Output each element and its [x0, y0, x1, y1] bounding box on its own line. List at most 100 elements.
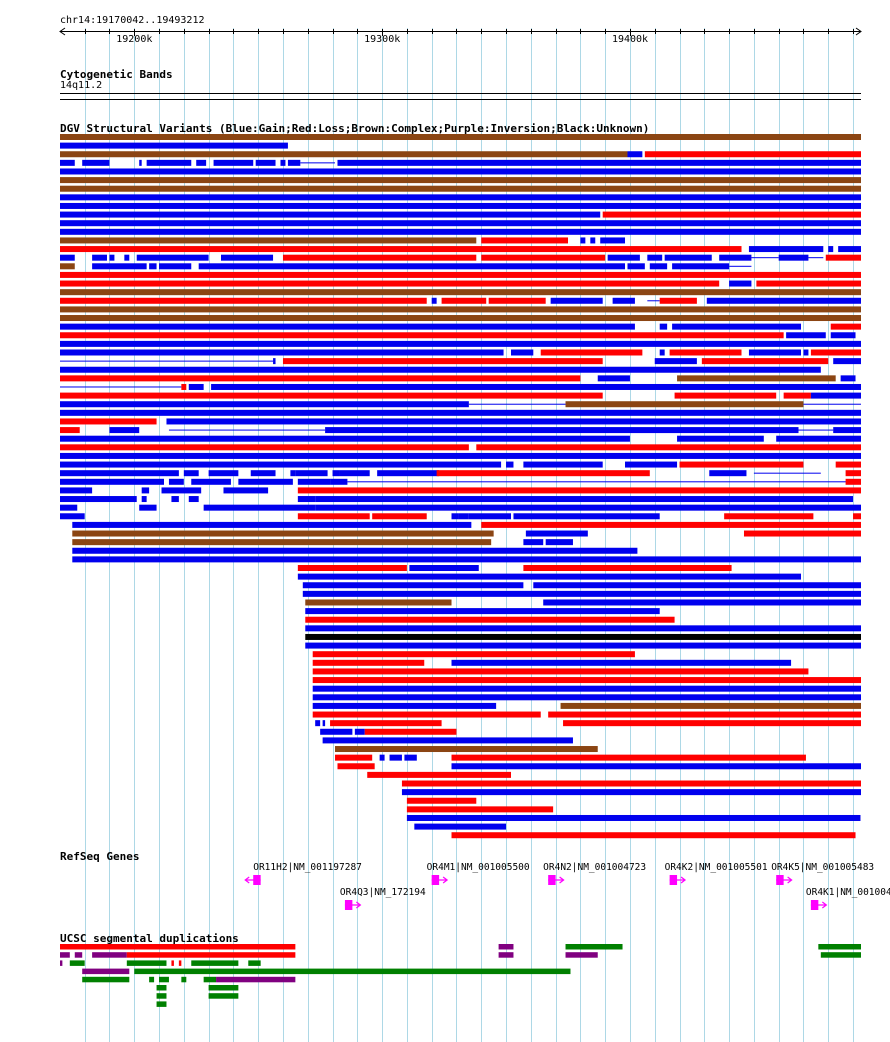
variant-bar-gain — [124, 254, 130, 261]
variant-bar-gain — [627, 263, 645, 270]
variant-bar-gain — [60, 504, 78, 511]
variant-bar-complex — [72, 530, 494, 537]
variant-bar-loss — [743, 530, 861, 537]
variant-bar-gain — [659, 323, 668, 330]
variant-bar-loss — [60, 280, 720, 287]
variant-bar-gain — [672, 263, 730, 270]
variant-bar-gain — [255, 159, 276, 166]
variant-bar-loss — [476, 444, 861, 451]
variant-bar-gain — [109, 427, 140, 434]
variant-bar-gain — [213, 159, 254, 166]
variant-bar-loss — [297, 513, 370, 520]
segdup-bar — [565, 952, 598, 958]
variant-bar-gain — [322, 720, 326, 727]
variant-bar-gain — [60, 478, 164, 485]
variant-bar-gain — [838, 246, 861, 253]
variant-bar-gain — [60, 409, 861, 416]
variant-bar-gain — [451, 659, 792, 666]
variant-bar-gain — [354, 728, 365, 735]
variant-bar-gain — [72, 521, 472, 528]
variant-bar-loss — [845, 470, 861, 477]
variant-bar-complex — [60, 306, 861, 313]
variant-bar-loss — [335, 754, 373, 761]
segdup-bar — [159, 976, 169, 983]
variant-bar-gain — [211, 383, 222, 390]
segdup-bar — [134, 968, 571, 975]
variant-bar-complex — [60, 315, 861, 322]
variant-bar-gain — [597, 375, 630, 382]
variant-bar-loss — [548, 711, 861, 718]
variant-bar-gain — [305, 608, 660, 615]
gene-strand-arrow — [548, 876, 565, 884]
variant-bar-loss — [669, 349, 742, 356]
gene-label[interactable]: OR4M1|NM_001005500 — [426, 862, 530, 873]
variant-bar-complex — [60, 134, 861, 140]
variant-bar-gain — [305, 625, 861, 632]
variant-bar-loss — [783, 392, 811, 399]
segdup-bar — [82, 976, 130, 983]
variant-bar-gain — [312, 694, 861, 701]
variant-bar-gain — [523, 461, 603, 468]
variant-bar-loss — [540, 349, 643, 356]
variant-bar-gain — [297, 478, 331, 485]
variant-bar-gain — [590, 237, 596, 244]
segdup-bar — [149, 976, 155, 983]
gene-label[interactable]: OR4Q3|NM_172194 — [339, 887, 426, 898]
variant-bar-gain — [409, 565, 479, 571]
gene-label[interactable]: OR4K5|NM_001005483 — [771, 862, 875, 873]
variant-bar-gain — [149, 263, 157, 270]
variant-bar-gain — [543, 599, 861, 606]
variant-bar-loss — [312, 711, 541, 718]
variant-bar-gain — [60, 496, 137, 503]
variant-bar-gain — [166, 418, 861, 425]
variant-bar-gain — [191, 478, 231, 485]
variant-bar-gain — [287, 159, 301, 166]
gene-label[interactable]: OR11H2|NM_001197287 — [253, 862, 362, 873]
variant-bar-gain — [451, 513, 459, 520]
variant-bar-gain — [312, 702, 497, 709]
segdup-bar — [208, 993, 239, 999]
variant-bar-gain — [451, 763, 861, 770]
variant-bar-gain — [525, 530, 588, 537]
variant-bar-loss — [337, 763, 375, 770]
variant-bar-gain — [196, 159, 207, 166]
variant-bar-gain — [60, 401, 469, 408]
gene-strand-arrow — [431, 876, 449, 884]
variant-bar-gain — [159, 263, 192, 270]
variant-bar-loss — [602, 211, 861, 218]
variant-connector — [168, 429, 326, 431]
variant-bar-gain — [60, 487, 93, 494]
variant-bar-gain — [305, 642, 861, 649]
gene-label[interactable]: OR4N2|NM_001004723 — [543, 862, 647, 873]
segdup-bar — [60, 952, 70, 958]
variant-bar-loss — [441, 297, 487, 304]
variant-bar-loss — [451, 754, 806, 761]
variant-bar-complex — [305, 599, 452, 606]
variant-bar-gain — [729, 280, 752, 287]
segdup-bar — [208, 985, 239, 991]
gene-strand-arrow — [244, 876, 261, 884]
variant-bar-gain — [649, 263, 668, 270]
variant-bar-gain — [295, 470, 328, 477]
variant-bar-loss — [60, 375, 581, 382]
cytoband-track-title: Cytogenetic Bands — [60, 68, 173, 81]
gene-strand-arrow — [776, 876, 793, 884]
variant-bar-loss — [312, 651, 635, 658]
segdup-bar — [820, 952, 861, 958]
variant-bar-gain — [141, 496, 147, 503]
variant-bar-gain — [203, 504, 316, 511]
variant-bar-loss — [451, 832, 856, 839]
ruler-right-arrow — [855, 27, 862, 36]
variant-bar-gain — [109, 254, 115, 261]
variant-bar-gain — [320, 728, 353, 735]
gene-label[interactable]: OR4K1|NM_001004063 — [805, 887, 890, 898]
cytoband-label: 14q11.2 — [60, 80, 103, 91]
variant-bar-gain — [198, 263, 626, 270]
gene-label[interactable]: OR4K2|NM_001005501 — [664, 862, 768, 873]
segdup-bar — [69, 960, 85, 966]
variant-bar-loss — [367, 771, 511, 778]
variant-bar-loss — [845, 478, 861, 485]
variant-connector — [347, 481, 856, 483]
variant-bar-complex — [335, 746, 598, 753]
